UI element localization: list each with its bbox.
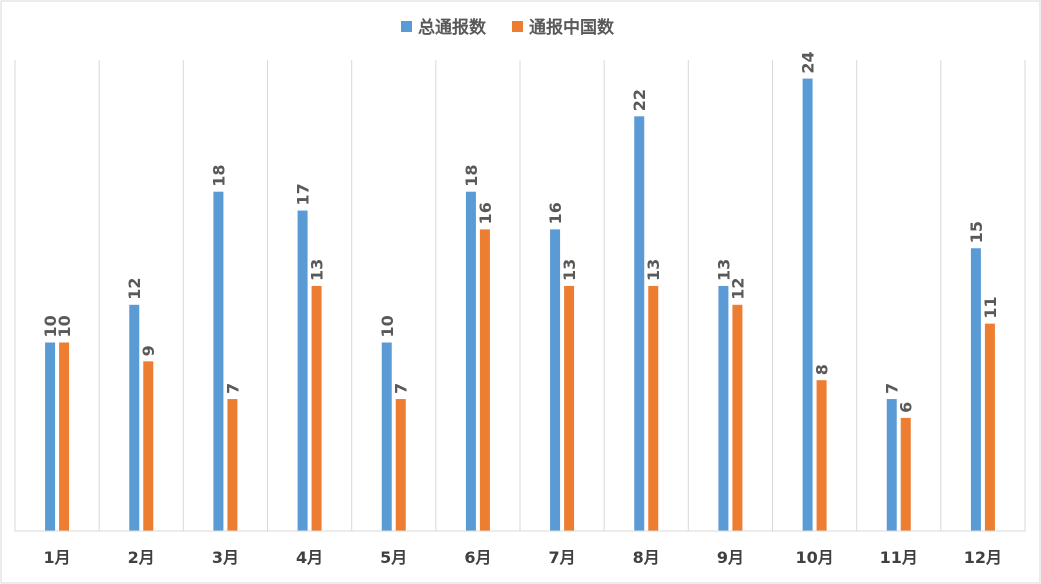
x-tick-label: 6月 [464,548,491,567]
bar-total-7 [550,229,561,531]
bar-total-3 [213,191,224,531]
data-label-total-1: 10 [41,315,60,337]
bar-china-1 [59,342,70,531]
data-label-total-7: 16 [546,202,565,224]
x-tick-label: 1月 [44,548,71,567]
legend-swatch-2 [512,21,523,32]
data-label-total-2: 12 [125,278,144,300]
x-tick-label: 12月 [964,548,1002,567]
x-tick-label: 10月 [795,548,833,567]
bar-total-2 [129,304,140,531]
data-label-china-4: 13 [308,259,327,281]
bar-total-8 [634,116,645,532]
x-tick-label: 7月 [549,548,576,567]
x-tick-label: 11月 [880,548,918,567]
data-label-total-10: 24 [799,51,818,73]
bar-total-10 [802,78,813,531]
bar-china-12 [984,323,995,531]
bar-china-7 [564,285,575,531]
x-tick-label: 4月 [296,548,323,567]
data-label-china-5: 7 [392,383,411,394]
bar-china-11 [900,417,911,531]
data-label-total-3: 18 [209,164,228,186]
x-tick-label: 8月 [633,548,660,567]
gridlines [14,60,1026,531]
data-label-china-3: 7 [223,383,242,394]
legend-label-2: 通报中国数 [529,17,615,38]
bar-total-12 [970,248,981,531]
data-label-total-11: 7 [883,383,902,394]
data-label-china-12: 11 [981,296,1000,318]
data-label-china-6: 16 [476,202,495,224]
legend-label-1: 总通报数 [418,17,487,38]
bar-china-4 [311,285,322,531]
data-label-china-7: 13 [560,259,579,281]
x-tick-label: 3月 [212,548,239,567]
data-label-china-10: 8 [813,364,832,375]
bars [45,78,995,532]
legend-swatch-1 [401,21,412,32]
data-label-total-4: 17 [294,183,313,205]
x-tick-label: 9月 [717,548,744,567]
bar-china-5 [395,399,406,531]
data-label-total-12: 15 [967,221,986,243]
x-axis: 1月 2月 3月 4月 5月 6月 7月 8月 9月 10月 11月 12月 [15,530,1025,567]
x-tick-label: 5月 [380,548,407,567]
bar-total-1 [45,342,56,531]
bar-china-8 [648,285,659,531]
bar-total-6 [465,191,476,531]
data-label-china-8: 13 [644,259,663,281]
data-label-china-1: 10 [55,315,74,337]
bar-total-5 [381,342,392,531]
bar-total-4 [297,210,308,532]
bar-total-9 [718,285,729,531]
x-tick-label: 2月 [128,548,155,567]
data-label-china-9: 12 [728,278,747,300]
data-label-total-9: 13 [714,259,733,281]
bar-china-2 [143,361,154,531]
data-label-total-8: 22 [630,89,649,111]
data-label-total-6: 18 [462,164,481,186]
bar-china-9 [732,304,743,531]
data-label-china-2: 9 [139,345,158,356]
legend: 总通报数 通报中国数 [401,17,615,38]
bar-china-3 [227,399,238,531]
bar-total-11 [886,399,897,531]
bar-china-6 [479,229,490,531]
data-label-total-5: 10 [378,315,397,337]
data-label-china-11: 6 [897,402,916,413]
bar-china-10 [816,380,827,531]
